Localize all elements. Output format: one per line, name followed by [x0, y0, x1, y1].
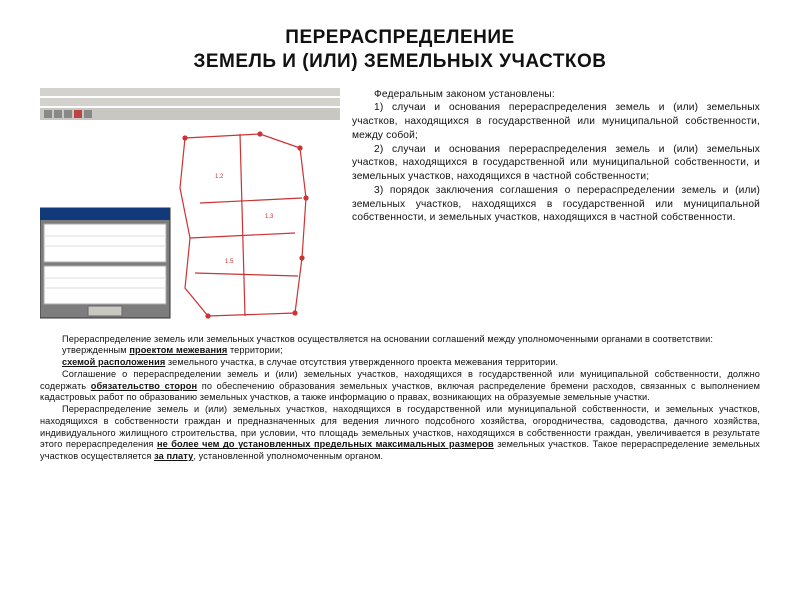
title-line-2: ЗЕМЕЛЬ И (ИЛИ) ЗЕМЕЛЬНЫХ УЧАСТКОВ — [193, 51, 606, 72]
svg-text:1.2: 1.2 — [215, 174, 224, 180]
slide-page: ПЕРЕРАСПРЕДЕЛЕНИЕ ЗЕМЕЛЬ И (ИЛИ) ЗЕМЕЛЬН… — [0, 0, 800, 600]
intro-item-1: 1) случаи и основания перераспределения … — [352, 101, 760, 142]
body-p5-underline: не более чем до установленных предельных… — [157, 439, 494, 449]
cadastral-svg: 1.2 1.3 1.5 — [40, 88, 340, 328]
body-p5-post: , установленной уполномоченным органом. — [193, 451, 383, 461]
content-row: 1.2 1.3 1.5 Федеральным законом установл… — [40, 88, 760, 328]
intro-lead: Федеральным законом установлены: — [352, 88, 760, 102]
body-p2-post: территории; — [227, 345, 282, 355]
body-p3-post: земельного участка, в случае отсутствия … — [165, 357, 558, 367]
svg-text:1.3: 1.3 — [265, 214, 274, 220]
body-p2: утвержденным проектом межевания территор… — [40, 345, 760, 357]
body-p4: Соглашение о перераспределении земель и … — [40, 369, 760, 404]
intro-item-2: 2) случаи и основания перераспределения … — [352, 143, 760, 184]
title-line-1: ПЕРЕРАСПРЕДЕЛЕНИЕ — [285, 27, 514, 48]
body-p1: Перераспределение земель или земельных у… — [40, 334, 760, 346]
slide-title: ПЕРЕРАСПРЕДЕЛЕНИЕ ЗЕМЕЛЬ И (ИЛИ) ЗЕМЕЛЬН… — [40, 26, 760, 74]
intro-text: Федеральным законом установлены: 1) случ… — [352, 88, 760, 328]
body-p5: Перераспределение земель и (или) земельн… — [40, 404, 760, 463]
body-p2-underline: проектом межевания — [129, 345, 227, 355]
body-text: Перераспределение земель или земельных у… — [40, 334, 760, 463]
body-p3: схемой расположения земельного участка, … — [40, 357, 760, 369]
body-p3-underline: схемой расположения — [62, 357, 165, 367]
body-p4-underline: обязательство сторон — [91, 381, 197, 391]
svg-text:1.5: 1.5 — [225, 259, 234, 265]
body-p5-underline2: за плату — [154, 451, 193, 461]
body-p2-pre: утвержденным — [62, 345, 129, 355]
cadastral-illustration: 1.2 1.3 1.5 — [40, 88, 340, 328]
intro-item-3: 3) порядок заключения соглашения о перер… — [352, 184, 760, 225]
